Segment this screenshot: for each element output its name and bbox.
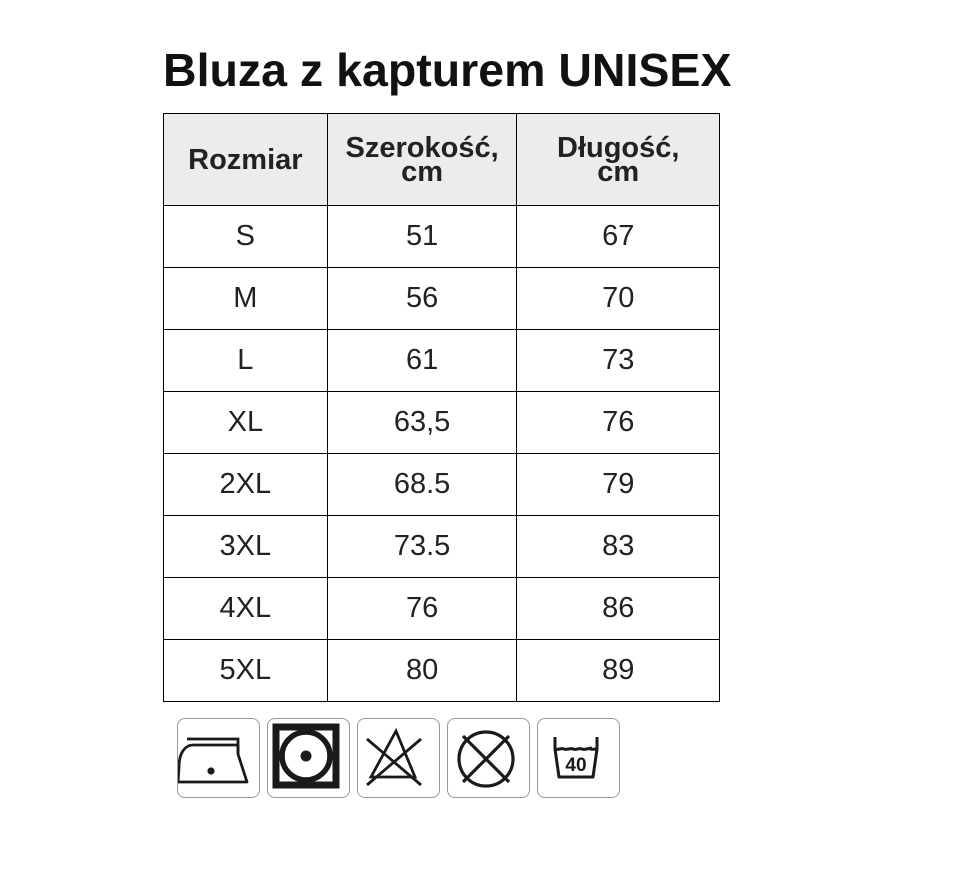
svg-text:40: 40 [565,755,586,776]
